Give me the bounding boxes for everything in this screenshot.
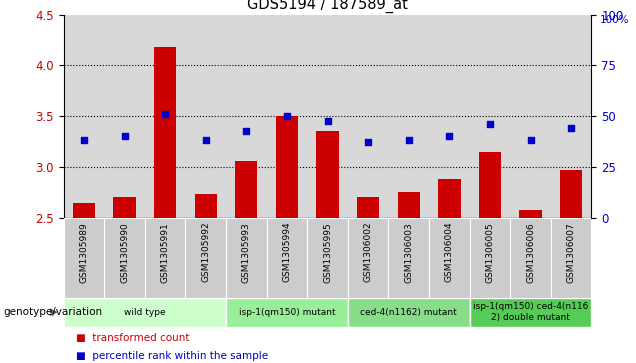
Text: ■  transformed count: ■ transformed count (76, 333, 190, 343)
Point (79, 136, 89, 142)
Text: GSM1306006: GSM1306006 (526, 222, 535, 282)
Bar (551, 218, 591, 298)
Point (363, 139, 373, 144)
Text: wild type: wild type (124, 308, 165, 317)
Bar (389, 218, 429, 298)
Point (322, 118, 333, 124)
Text: GSM1305994: GSM1305994 (282, 222, 291, 282)
Text: GSM1305993: GSM1305993 (242, 222, 251, 282)
Bar (398, 192, 420, 218)
Bar (113, 197, 135, 218)
Bar (186, 218, 226, 298)
Bar (73, 203, 95, 218)
Bar (307, 218, 348, 298)
Text: GSM1306002: GSM1306002 (364, 222, 373, 282)
Bar (276, 116, 298, 218)
Text: GSM1306007: GSM1306007 (567, 222, 576, 282)
Bar (438, 179, 460, 218)
Bar (154, 47, 176, 218)
Bar (64, 298, 226, 327)
Point (120, 134, 130, 139)
Text: ■  percentile rank within the sample: ■ percentile rank within the sample (76, 351, 268, 361)
Bar (560, 170, 583, 218)
Point (525, 136, 536, 142)
Text: isp-1(qm150) ced-4(n116
2) double mutant: isp-1(qm150) ced-4(n116 2) double mutant (473, 302, 588, 322)
Bar (226, 298, 348, 327)
Point (404, 136, 414, 142)
Text: 100%: 100% (599, 15, 629, 25)
Bar (429, 218, 469, 298)
Text: ced-4(n1162) mutant: ced-4(n1162) mutant (361, 308, 457, 317)
Text: GSM1306004: GSM1306004 (445, 222, 454, 282)
Bar (520, 210, 542, 218)
Text: isp-1(qm150) mutant: isp-1(qm150) mutant (238, 308, 335, 317)
Point (566, 126, 576, 131)
Text: GSM1305991: GSM1305991 (161, 222, 170, 282)
Text: GSM1305995: GSM1305995 (323, 222, 332, 282)
Bar (469, 218, 510, 298)
Bar (226, 218, 266, 298)
Text: GSM1306005: GSM1306005 (485, 222, 494, 282)
Title: GDS5194 / 187589_at: GDS5194 / 187589_at (247, 0, 408, 13)
Point (200, 136, 211, 142)
Bar (510, 218, 551, 298)
Bar (469, 298, 591, 327)
Bar (316, 131, 339, 218)
Bar (64, 218, 104, 298)
Bar (195, 195, 217, 218)
Bar (104, 218, 145, 298)
Text: GSM1305989: GSM1305989 (80, 222, 88, 282)
Bar (479, 152, 501, 218)
Bar (266, 218, 307, 298)
Text: GSM1306003: GSM1306003 (404, 222, 413, 282)
Bar (357, 197, 379, 218)
Text: genotype/variation: genotype/variation (3, 307, 102, 317)
Point (241, 129, 251, 134)
Point (160, 111, 170, 117)
Bar (235, 161, 258, 218)
Bar (348, 218, 389, 298)
Text: GSM1305990: GSM1305990 (120, 222, 129, 282)
Bar (145, 218, 186, 298)
Text: GSM1305992: GSM1305992 (201, 222, 211, 282)
Point (485, 121, 495, 127)
Point (445, 134, 455, 139)
Bar (348, 298, 469, 327)
Point (282, 113, 292, 119)
